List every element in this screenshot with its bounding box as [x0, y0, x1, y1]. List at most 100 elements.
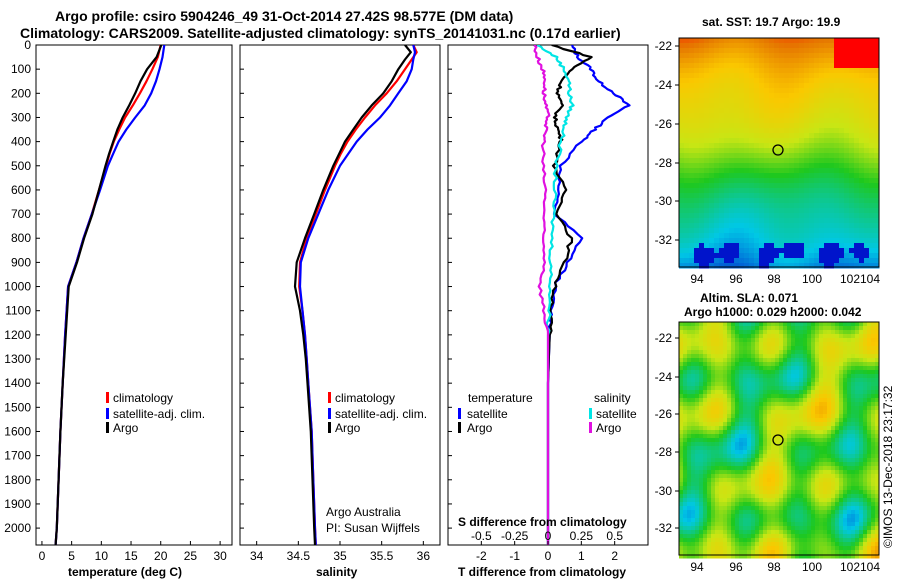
- sla-map-cell: [795, 474, 800, 479]
- sla-map-cell: [759, 478, 764, 483]
- sla-map-cell: [811, 490, 816, 495]
- sla-map-cell: [835, 438, 840, 443]
- sst-map-cell: [774, 173, 780, 179]
- salinity-x-tick-label: 34: [250, 549, 264, 563]
- figure-title-line2: Climatology: CARS2009. Satellite-adjuste…: [20, 25, 621, 41]
- sla-map-cell: [683, 518, 688, 523]
- sst-map-cell: [759, 163, 765, 169]
- sla-map-cell: [863, 478, 868, 483]
- sla-map-cell: [831, 486, 836, 491]
- sst-map-cell: [739, 148, 745, 154]
- sst-map-cell: [689, 208, 695, 214]
- sla-map-cell: [835, 514, 840, 519]
- diff-legend-t-argo-swatch: [458, 422, 461, 433]
- sla-map-cell: [719, 526, 724, 531]
- sla-map-cell: [783, 434, 788, 439]
- sst-map-cell: [764, 243, 770, 249]
- sst-map-cell: [724, 168, 730, 174]
- sla-map-cell: [739, 458, 744, 463]
- sst-map-cell: [694, 58, 700, 64]
- sst-map-cell: [819, 68, 825, 74]
- sla-map-cell: [715, 474, 720, 479]
- sst-map-cell: [839, 123, 845, 129]
- sla-map-cell: [795, 374, 800, 379]
- sst-map-cell: [864, 103, 870, 109]
- sst-map-cell: [874, 213, 880, 219]
- sst-map-cell: [724, 88, 730, 94]
- sla-map-cell: [803, 534, 808, 539]
- sla-map-cell: [799, 386, 804, 391]
- sst-map-cell: [694, 173, 700, 179]
- sst-map-cell: [739, 98, 745, 104]
- sst-map-cell: [834, 178, 840, 184]
- sst-map-cell: [829, 208, 835, 214]
- sst-map-cell: [789, 213, 795, 219]
- sla-map-cell: [723, 498, 728, 503]
- sst-map-cell: [829, 93, 835, 99]
- sla-map-cell: [691, 526, 696, 531]
- sla-map-cell: [715, 518, 720, 523]
- sla-map-cell: [815, 458, 820, 463]
- sla-map-cell: [779, 522, 784, 527]
- sla-map-cell: [843, 346, 848, 351]
- sla-map-cell: [839, 474, 844, 479]
- sst-map-cell: [824, 253, 830, 259]
- sla-map-cell: [783, 438, 788, 443]
- sla-map-cell: [727, 330, 732, 335]
- sst-map-cell: [689, 98, 695, 104]
- series-satellite-adj-clim-: [298, 45, 417, 545]
- sst-map-cell: [724, 123, 730, 129]
- sst-map-cell: [754, 193, 760, 199]
- sst-map-cell: [874, 193, 880, 199]
- sla-map-cell: [695, 498, 700, 503]
- sla-map-cell: [747, 486, 752, 491]
- sst-map-cell: [834, 263, 840, 269]
- sla-map-cell: [739, 450, 744, 455]
- sst-map-cell: [869, 168, 875, 174]
- sla-map-cell: [827, 410, 832, 415]
- sla-map-cell: [715, 382, 720, 387]
- sst-map-cell: [749, 243, 755, 249]
- sla-map-cell: [855, 538, 860, 543]
- sla-map-cell: [743, 342, 748, 347]
- sla-map-cell: [863, 390, 868, 395]
- sla-map-cell: [723, 474, 728, 479]
- sst_map-ytick-label: -24: [655, 78, 673, 92]
- sst_map-ytick-label: -30: [655, 194, 673, 208]
- sla-map-cell: [811, 410, 816, 415]
- sst-map-cell: [754, 93, 760, 99]
- sla-map-cell: [695, 322, 700, 327]
- sla-map-cell: [775, 554, 780, 559]
- sst-map-cell: [814, 103, 820, 109]
- sla-map-cell: [859, 406, 864, 411]
- sla-map-cell: [715, 414, 720, 419]
- sst-map-cell: [709, 188, 715, 194]
- sst-map-cell: [819, 248, 825, 254]
- sst-map-cell: [729, 163, 735, 169]
- sla-map-cell: [799, 538, 804, 543]
- sst-map-cell: [834, 138, 840, 144]
- sla-map-cell: [687, 382, 692, 387]
- sla-map-cell: [875, 438, 880, 443]
- sla-map-cell: [839, 374, 844, 379]
- sst-map-cell: [824, 203, 830, 209]
- sla-map-cell: [767, 462, 772, 467]
- sla-map-cell: [719, 426, 724, 431]
- sla-map-cell: [767, 338, 772, 343]
- sla-map-cell: [855, 322, 860, 327]
- sla-map-cell: [763, 466, 768, 471]
- sst-map-cell: [794, 93, 800, 99]
- sla-map-cell: [759, 434, 764, 439]
- sla-map-cell: [731, 498, 736, 503]
- sla-map-cell: [735, 362, 740, 367]
- sst-map-cell: [784, 258, 790, 264]
- sla-map-cell: [875, 474, 880, 479]
- sst-map-cell: [844, 143, 850, 149]
- sst-map-cell: [799, 108, 805, 114]
- sla-map-cell: [831, 466, 836, 471]
- sla-map-cell: [751, 458, 756, 463]
- sst-map-cell: [774, 58, 780, 64]
- sst-map-cell: [714, 168, 720, 174]
- sla-map-cell: [751, 530, 756, 535]
- sla-map-cell: [739, 366, 744, 371]
